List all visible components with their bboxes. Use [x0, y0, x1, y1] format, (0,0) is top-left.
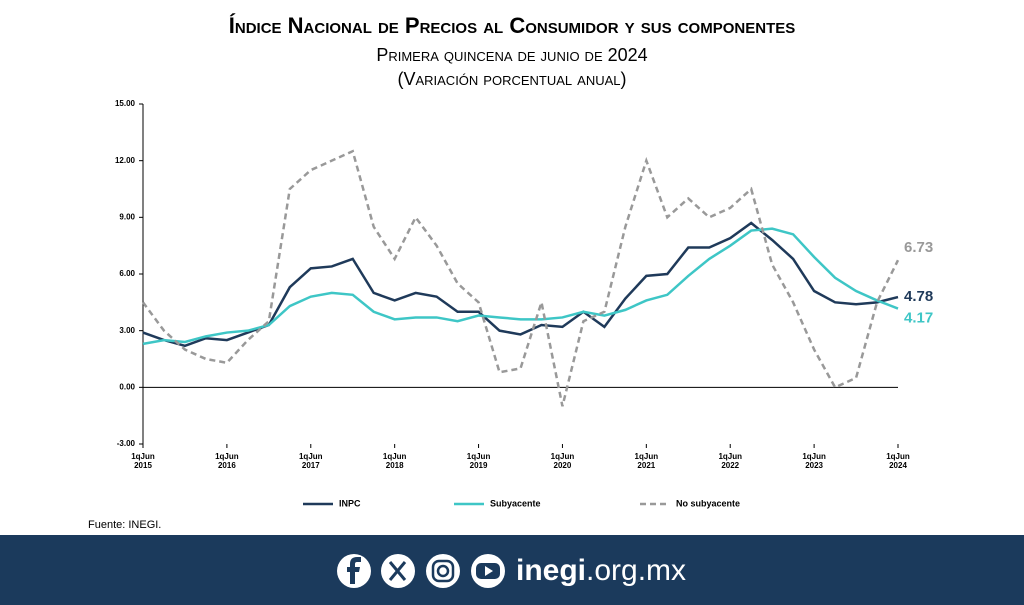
instagram-glyph	[436, 564, 450, 578]
x-tick-label: 1qJun 2016	[215, 452, 239, 470]
youtube-glyph	[485, 566, 493, 576]
y-tick-label: 12.00	[115, 156, 136, 165]
footer-band	[0, 535, 1024, 605]
y-tick-label: 9.00	[119, 212, 135, 221]
x-tick-label: 1qJun 2023	[802, 452, 826, 470]
x-tick-label: 1qJun 2017	[299, 452, 323, 470]
y-tick-label: 6.00	[119, 269, 135, 278]
x-tick-label: 1qJun 2024	[886, 452, 910, 470]
instagram-glyph	[431, 559, 455, 583]
facebook-glyph	[347, 557, 361, 584]
legend-label: No subyacente	[676, 498, 740, 508]
chart-subtitle: Primera quincena de junio de 2024	[376, 45, 647, 65]
x-tick-label: 1qJun 2015	[131, 452, 155, 470]
source: Fuente: INEGI.	[88, 519, 161, 531]
footer-link[interactable]: inegi.org.mx	[516, 554, 686, 587]
y-tick-label: -3.00	[117, 439, 136, 448]
y-tick-label: 0.00	[119, 382, 135, 391]
x-tick-label: 1qJun 2022	[718, 452, 742, 470]
domain: .org.mx	[586, 554, 686, 587]
end-label: 4.17	[904, 310, 933, 327]
x-tick-label: 1qJun 2021	[635, 452, 659, 470]
background	[0, 0, 1024, 535]
series-line	[142, 227, 899, 346]
y-tick-label: 3.00	[119, 326, 135, 335]
chart-title: Índice Nacional de Precios al Consumidor…	[229, 13, 796, 38]
end-label: 6.73	[904, 239, 933, 256]
x-tick-label: 1qJun 2020	[551, 452, 575, 470]
instagram-icon[interactable]	[426, 554, 460, 588]
end-label: 4.78	[904, 288, 933, 305]
social-icons	[337, 554, 505, 588]
site: inegi	[516, 554, 586, 587]
plot-area: -3.00 0.00 3.00 6.00 9.00 12.00 15.00 1qJun 2015…	[115, 99, 933, 508]
x-tick-label: 1qJun 2018	[383, 452, 407, 470]
x-tick-label: 1qJun 2019	[467, 452, 491, 470]
legend-label: INPC	[339, 498, 361, 508]
chart-subtitle: (Variación porcentual anual)	[397, 69, 626, 89]
y-tick-label: 15.00	[115, 99, 136, 108]
x-glyph	[388, 561, 407, 581]
legend-label: Subyacente	[490, 498, 541, 508]
